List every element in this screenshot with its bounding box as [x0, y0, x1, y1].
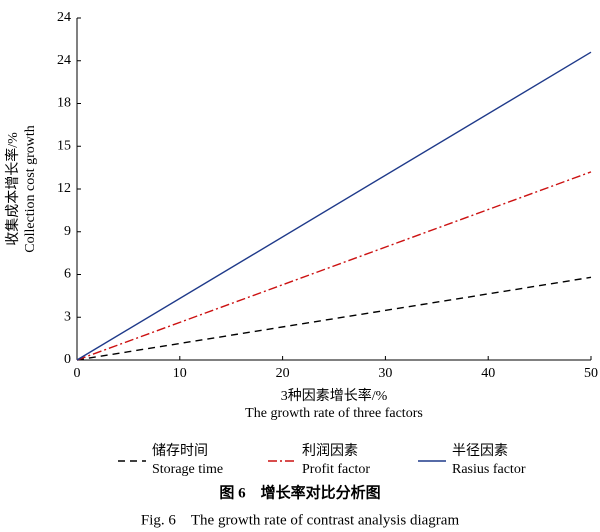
caption: 图 6 增长率对比分析图 [219, 483, 380, 501]
x-tick-label: 10 [173, 366, 187, 381]
x-axis-label-en: The growth rate of three factors [245, 406, 423, 421]
y-tick-label: 15 [57, 138, 71, 153]
x-tick-label: 0 [74, 366, 81, 381]
y-tick-label: 0 [64, 352, 71, 367]
legend-label-en: Rasius factor [452, 462, 526, 477]
legend-label: 储存时间 [152, 443, 208, 459]
series-line [76, 276, 592, 361]
legend-label: 半径因素 [452, 443, 508, 459]
legend-label: 利润因素 [302, 443, 358, 459]
y-tick-label: 18 [57, 96, 71, 111]
legend-label-en: Profit factor [302, 462, 370, 477]
y-tick-label: 9 [64, 224, 71, 239]
x-tick-label: 20 [276, 366, 290, 381]
x-axis-label: 3种因素增长率/% [281, 387, 388, 404]
y-tick-label: 24 [57, 10, 71, 25]
x-tick-label: 50 [584, 366, 598, 381]
series-line [76, 171, 592, 361]
y-tick-label: 6 [64, 267, 71, 282]
y-axis-label: 收集成本增长率/% [4, 132, 21, 246]
x-tick-label: 30 [378, 366, 392, 381]
series-line [76, 51, 592, 361]
y-tick-label: 3 [64, 309, 71, 324]
caption-en: Fig. 6 The growth rate of contrast analy… [141, 512, 460, 528]
y-tick-label: 24 [57, 53, 71, 68]
y-axis-label-en: Collection cost growth [23, 125, 38, 253]
x-tick-label: 40 [481, 366, 495, 381]
y-tick-label: 12 [57, 181, 71, 196]
legend-label-en: Storage time [152, 462, 223, 477]
